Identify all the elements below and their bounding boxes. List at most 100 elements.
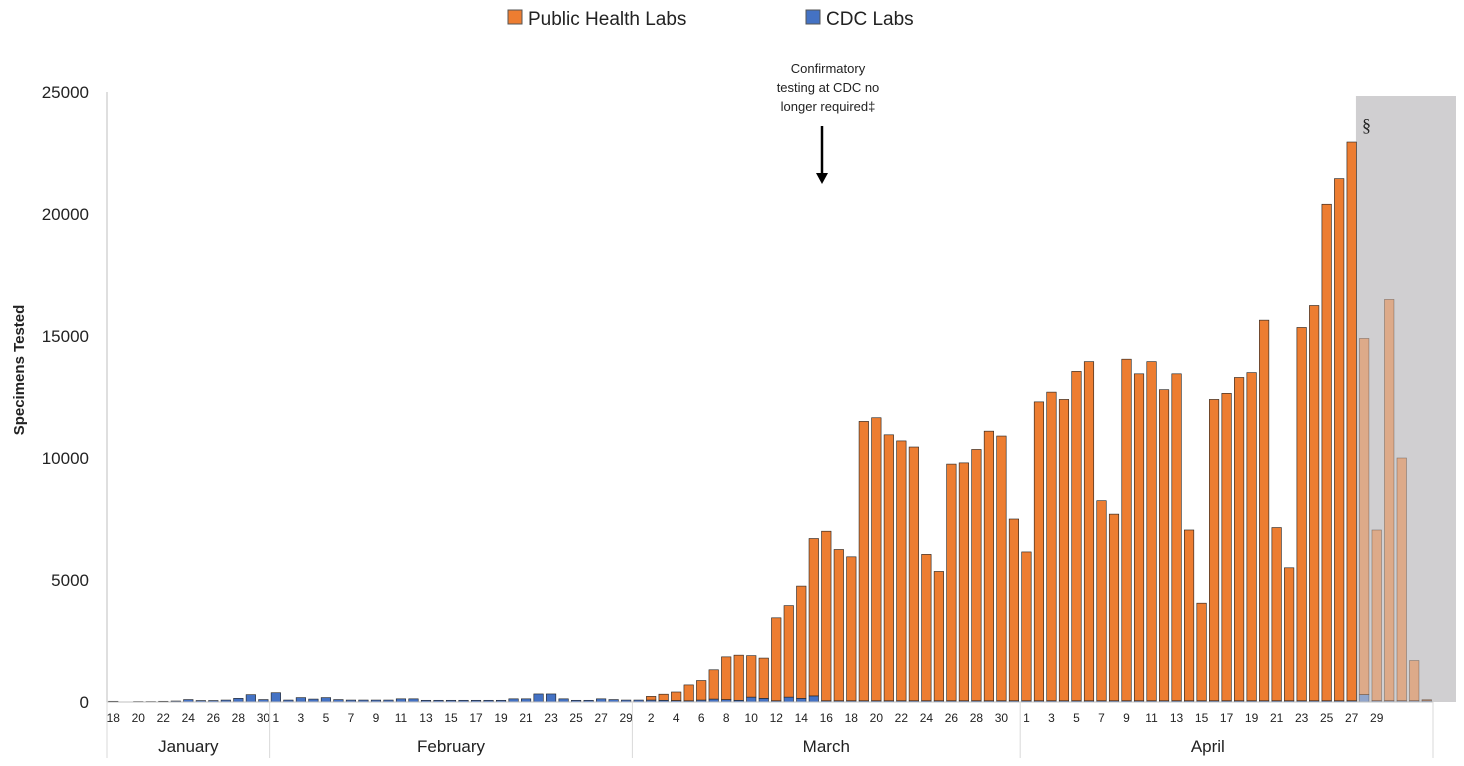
x-tick-label: 3 (1048, 711, 1055, 725)
x-tick-label: 20 (870, 711, 884, 725)
bar-cdc-labs (271, 693, 281, 702)
x-tick-label: 19 (1245, 711, 1259, 725)
bar-public-health-labs (809, 539, 819, 696)
y-tick-label: 10000 (42, 449, 89, 468)
january-dot-mark: · (172, 739, 176, 753)
annotation-line-3: longer required‡ (781, 99, 876, 114)
bar-cdc-labs (1359, 695, 1369, 702)
month-label: February (417, 737, 486, 756)
bar-public-health-labs (934, 571, 944, 700)
x-tick-label: 8 (723, 711, 730, 725)
bar-public-health-labs (1222, 393, 1232, 700)
bar-public-health-labs (721, 657, 731, 700)
bar-public-health-labs (947, 464, 957, 701)
bars (109, 142, 1432, 702)
bar-public-health-labs (759, 658, 769, 698)
bar-public-health-labs (959, 463, 969, 701)
bar-public-health-labs (1147, 362, 1157, 701)
x-tick-label: 3 (298, 711, 305, 725)
x-tick-label: 29 (1370, 711, 1384, 725)
x-tick-label: 9 (373, 711, 380, 725)
y-tick-label: 15000 (42, 327, 89, 346)
bar-public-health-labs (859, 421, 869, 700)
bar-public-health-labs (1059, 399, 1069, 700)
bar-public-health-labs (834, 550, 844, 701)
bar-public-health-labs (1022, 552, 1032, 701)
bar-public-health-labs (784, 606, 794, 698)
bar-public-health-labs (909, 447, 919, 701)
bar-cdc-labs (246, 695, 256, 702)
bar-public-health-labs (872, 418, 882, 701)
bar-public-health-labs (1297, 327, 1307, 700)
bar-public-health-labs (1197, 603, 1207, 701)
x-tick-label: 18 (107, 711, 121, 725)
bar-public-health-labs (1172, 374, 1182, 701)
x-tick-label: 21 (1270, 711, 1284, 725)
month-label: March (803, 737, 850, 756)
x-tick-label: 28 (970, 711, 984, 725)
x-tick-label: 5 (323, 711, 330, 725)
bar-cdc-labs (534, 694, 544, 702)
bar-cdc-labs (784, 697, 794, 702)
bar-cdc-labs (546, 694, 556, 702)
x-tick-label: 30 (995, 711, 1009, 725)
bar-public-health-labs (884, 435, 894, 701)
legend-swatch-public-health-labs (508, 10, 522, 24)
x-tick-label: 13 (1170, 711, 1184, 725)
legend-swatch-cdc-labs (806, 10, 820, 24)
x-tick-label: 26 (945, 711, 959, 725)
bar-cdc-labs (234, 698, 244, 702)
bar-public-health-labs (1159, 390, 1169, 701)
y-tick-label: 5000 (51, 571, 89, 590)
confirmatory-annotation: Confirmatory testing at CDC no longer re… (777, 61, 880, 184)
x-tick-label: 28 (232, 711, 246, 725)
bar-public-health-labs (1422, 700, 1432, 701)
bar-public-health-labs (684, 685, 694, 701)
x-tick-label: 22 (157, 711, 171, 725)
bar-public-health-labs (772, 618, 782, 701)
x-tick-label: 22 (895, 711, 909, 725)
month-label: April (1191, 737, 1225, 756)
y-tick-label: 20000 (42, 205, 89, 224)
bar-public-health-labs (659, 694, 669, 700)
bar-public-health-labs (1184, 530, 1194, 701)
bar-public-health-labs (972, 449, 982, 700)
bar-public-health-labs (1109, 514, 1119, 701)
bar-public-health-labs (709, 670, 719, 699)
x-tick-label: 27 (1345, 711, 1359, 725)
annotation-line-2: testing at CDC no (777, 80, 880, 95)
x-tick-label: 1 (1023, 711, 1030, 725)
bar-public-health-labs (797, 586, 807, 698)
bar-public-health-labs (1284, 568, 1294, 701)
bar-public-health-labs (1097, 501, 1107, 701)
x-tick-label: 11 (1145, 711, 1158, 725)
x-tick-label: 15 (444, 711, 458, 725)
bar-cdc-labs (321, 698, 331, 702)
x-tick-label: 11 (395, 711, 408, 725)
x-tick-label: 5 (1073, 711, 1080, 725)
x-tick-label: 24 (182, 711, 196, 725)
bar-public-health-labs (1247, 373, 1257, 701)
bar-cdc-labs (797, 698, 807, 702)
x-tick-label: 2 (648, 711, 655, 725)
x-tick-label: 23 (1295, 711, 1309, 725)
bar-public-health-labs (646, 696, 656, 700)
bar-cdc-labs (759, 698, 769, 702)
shaded-region-label: § (1362, 115, 1371, 135)
x-tick-label: 4 (673, 711, 680, 725)
y-tick-label: 0 (80, 693, 89, 712)
x-tick-label: 15 (1195, 711, 1209, 725)
x-tick-label: 21 (519, 711, 533, 725)
bar-public-health-labs (847, 557, 857, 701)
legend: Public Health Labs CDC Labs (508, 9, 914, 30)
bar-public-health-labs (1409, 661, 1419, 701)
bar-public-health-labs (1334, 179, 1344, 701)
x-tick-label: 24 (920, 711, 934, 725)
x-tick-label: 26 (207, 711, 221, 725)
x-tick-label: 17 (469, 711, 483, 725)
x-tick-label: 29 (619, 711, 633, 725)
bar-public-health-labs (1009, 519, 1019, 701)
